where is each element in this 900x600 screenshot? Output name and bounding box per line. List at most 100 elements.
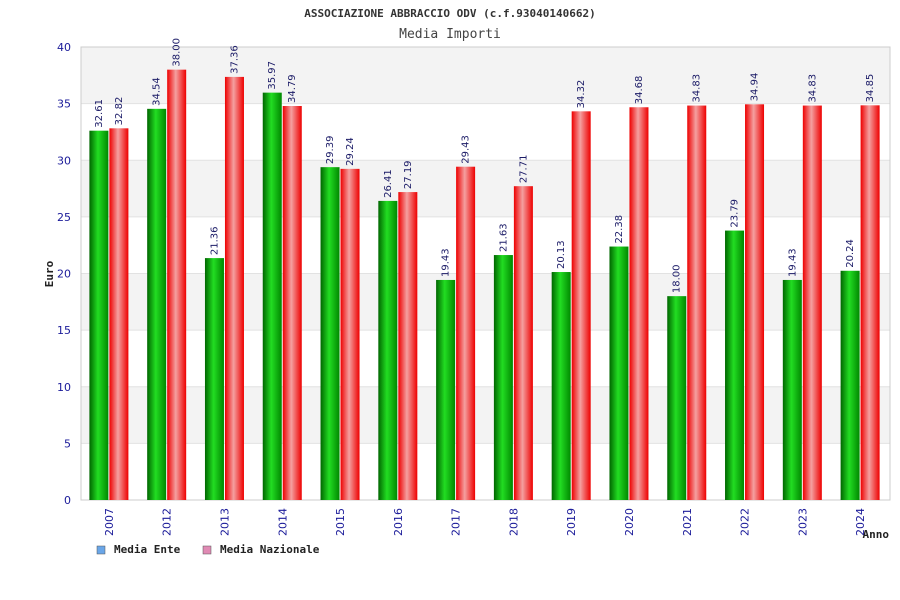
data-label: 32.82 (114, 97, 125, 126)
bar-media-ente (782, 279, 802, 500)
bar-media-nazionale (340, 168, 360, 500)
legend-label-media-nazionale: Media Nazionale (220, 543, 320, 556)
bar-media-ente (436, 279, 456, 500)
bar-media-ente (551, 272, 571, 500)
bar-media-ente (609, 246, 629, 500)
x-tick-label: 2024 (854, 508, 867, 536)
x-tick-label: 2023 (796, 508, 809, 536)
x-axis-label: Anno (863, 528, 890, 541)
x-tick-label: 2019 (565, 508, 578, 536)
x-tick-label: 2021 (681, 508, 694, 536)
grid-band (81, 443, 890, 500)
chart-subtitle: Media Importi (399, 27, 501, 42)
data-label: 19.43 (441, 248, 452, 277)
data-label: 19.43 (787, 248, 798, 277)
bar-media-nazionale (745, 104, 765, 500)
y-axis-label: Euro (43, 260, 56, 287)
data-label: 27.71 (518, 155, 529, 184)
data-label: 34.83 (807, 74, 818, 103)
y-tick-label: 20 (57, 268, 71, 281)
data-label: 34.94 (750, 73, 761, 102)
data-label: 26.41 (383, 169, 394, 198)
grid-band (81, 386, 890, 444)
bar-media-nazionale (456, 166, 476, 500)
legend-swatch-media-nazionale (202, 545, 212, 555)
data-label: 20.13 (556, 240, 567, 269)
bar-media-nazionale (513, 186, 533, 500)
bar-media-nazionale (109, 128, 129, 500)
bar-media-ente (493, 255, 513, 500)
bar-media-nazionale (224, 76, 244, 500)
legend-swatch-media-ente (96, 545, 106, 555)
bar-media-ente (840, 270, 860, 500)
bars (89, 69, 880, 501)
x-axis-ticks: 2007 2012 2013 2014 2015 2016 2017 2018 2019 2020… (103, 508, 867, 536)
legend-label-media-ente: Media Ente (114, 543, 181, 556)
x-tick-label: 2017 (450, 508, 463, 536)
x-tick-label: 2007 (103, 508, 116, 536)
y-tick-label: 25 (57, 211, 71, 224)
legend: Media Ente Media Nazionale (96, 543, 320, 556)
bar-media-ente (725, 230, 745, 500)
x-tick-label: 2018 (507, 508, 520, 536)
x-tick-label: 2016 (392, 508, 405, 536)
x-tick-label: 2013 (218, 508, 231, 536)
bar-media-nazionale (167, 69, 187, 501)
data-label: 34.85 (865, 74, 876, 103)
data-label: 34.68 (634, 76, 645, 105)
value-labels: 32.61 32.82 34.54 38.00 21.36 37.36 35.97 34.79… (94, 38, 876, 293)
grid-band (81, 216, 890, 274)
chart-title: ASSOCIAZIONE ABBRACCIO ODV (c.f.93040140… (304, 7, 595, 20)
data-label: 23.79 (730, 199, 741, 228)
data-label: 34.83 (692, 74, 703, 103)
y-axis-ticks: 0 5 10 15 20 25 30 35 40 (57, 41, 71, 507)
data-label: 18.00 (672, 265, 683, 294)
x-tick-label: 2022 (739, 508, 752, 536)
bar-media-nazionale (282, 106, 302, 501)
data-label: 34.32 (576, 80, 587, 109)
bar-media-ente (204, 258, 224, 500)
data-label: 34.54 (152, 77, 163, 106)
data-label: 29.43 (461, 135, 472, 164)
y-tick-label: 10 (57, 381, 71, 394)
x-tick-label: 2015 (334, 508, 347, 536)
x-tick-label: 2014 (276, 508, 289, 536)
grid-band (81, 160, 890, 217)
bar-media-nazionale (629, 107, 649, 501)
data-label: 35.97 (267, 61, 278, 90)
bar-media-ente (89, 130, 109, 500)
grid-band (81, 330, 890, 387)
y-tick-label: 0 (64, 494, 71, 507)
data-label: 20.24 (845, 239, 856, 268)
grid-band (81, 47, 890, 104)
plot-area (80, 46, 891, 501)
data-label: 22.38 (614, 215, 625, 244)
grid-band (81, 273, 890, 331)
bar-media-ente (262, 92, 282, 501)
x-tick-label: 2020 (623, 508, 636, 536)
data-label: 37.36 (229, 45, 240, 74)
y-tick-label: 15 (57, 324, 71, 337)
data-label: 32.61 (94, 99, 105, 128)
x-tick-label: 2012 (161, 508, 174, 536)
y-tick-label: 35 (57, 98, 71, 111)
bar-media-ente (378, 200, 398, 501)
data-label: 21.63 (498, 223, 509, 252)
y-tick-label: 5 (64, 437, 71, 450)
data-label: 27.19 (403, 160, 414, 189)
data-label: 38.00 (172, 38, 183, 67)
grid-band (81, 103, 890, 161)
data-label: 29.39 (325, 136, 336, 165)
data-label: 34.79 (287, 74, 298, 103)
y-tick-label: 40 (57, 41, 71, 54)
bar-media-ente (320, 167, 340, 500)
data-label: 21.36 (209, 226, 220, 255)
bar-media-nazionale (398, 192, 418, 501)
y-tick-label: 30 (57, 154, 71, 167)
bar-media-nazionale (860, 105, 880, 500)
bar-media-nazionale (687, 105, 707, 501)
bar-media-ente (667, 296, 687, 500)
data-label: 29.24 (345, 137, 356, 166)
bar-media-ente (147, 108, 167, 500)
